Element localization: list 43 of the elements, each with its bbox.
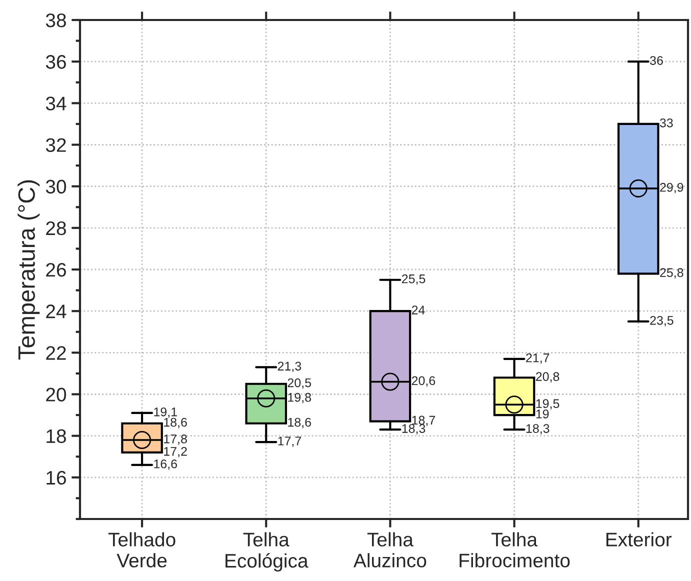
annotation: 33 xyxy=(660,118,673,128)
y-tick-label: 20 xyxy=(46,388,66,402)
annotation: 19,1 xyxy=(154,407,177,418)
annotation: 25,5 xyxy=(402,274,426,285)
annotation: 18,3 xyxy=(526,424,550,434)
annotation: 24 xyxy=(412,306,425,314)
x-tick-label: Telhado Verde xyxy=(108,532,176,568)
annotation: 18,7 xyxy=(412,416,435,426)
annotation: 16,6 xyxy=(154,459,177,470)
y-tick-label: 36 xyxy=(46,55,66,69)
annotation: 18,6 xyxy=(288,418,311,428)
x-tick-label: Telha Ecológica xyxy=(226,532,308,572)
y-tick-label: 26 xyxy=(46,262,66,277)
annotation: 36 xyxy=(650,56,663,65)
annotation: 20,8 xyxy=(536,372,560,382)
annotation: 25,8 xyxy=(660,268,684,278)
annotation: 17,7 xyxy=(278,436,301,447)
annotation: 17,8 xyxy=(164,434,187,445)
x-tick-label: Telha Fibrocimento xyxy=(460,532,570,568)
annotation: 18,6 xyxy=(164,418,187,428)
annotation: 20,5 xyxy=(288,378,312,389)
y-tick-label: 18 xyxy=(46,429,66,444)
y-tick-label: 24 xyxy=(46,304,66,318)
annotation: 21,7 xyxy=(526,353,550,364)
y-tick-label: 32 xyxy=(46,138,66,152)
y-tick-label: 38 xyxy=(46,13,66,28)
annotation: 20,6 xyxy=(412,376,436,387)
annotation: 17,2 xyxy=(164,446,187,458)
y-tick-label: 34 xyxy=(46,96,66,110)
annotation: 19 xyxy=(536,410,549,418)
x-tick-label: Exterior xyxy=(606,532,672,546)
annotation: 21,3 xyxy=(278,362,302,372)
annotation: 19,5 xyxy=(536,399,560,410)
y-tick-label: 28 xyxy=(46,221,66,236)
y-axis-title: Temperatura (°C) xyxy=(18,180,40,360)
annotation: 18,3 xyxy=(402,424,426,434)
annotation: 19,8 xyxy=(288,392,311,404)
y-tick-label: 30 xyxy=(46,180,66,194)
annotation: 29,9 xyxy=(660,182,684,194)
y-tick-label: 22 xyxy=(46,346,66,360)
annotation: 23,5 xyxy=(650,316,674,326)
y-tick-label: 16 xyxy=(46,470,66,485)
x-tick-label: Telha Aluzinco xyxy=(353,532,426,568)
